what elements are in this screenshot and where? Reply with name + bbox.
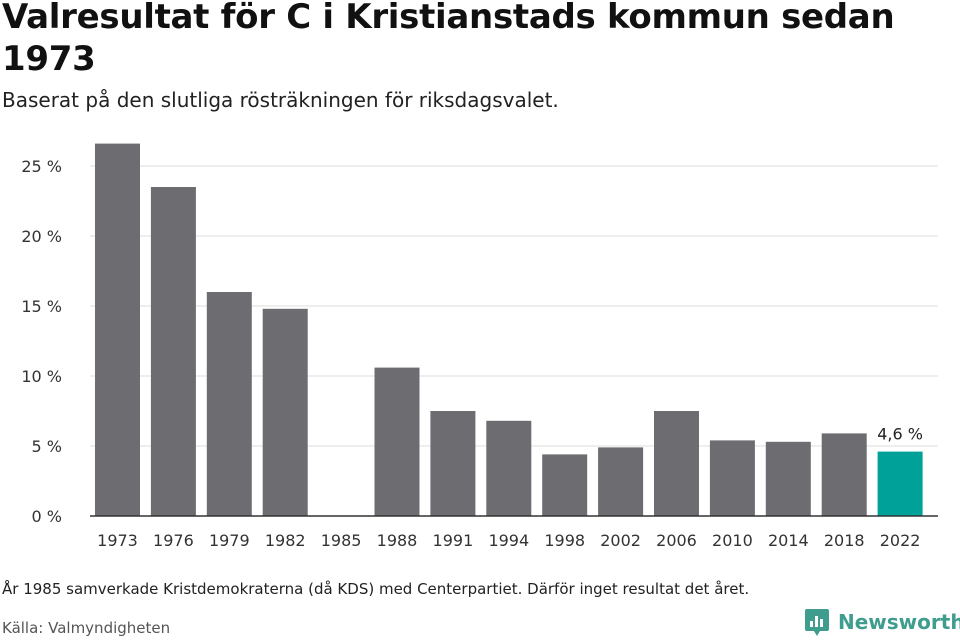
x-tick-label: 1998 — [544, 531, 585, 550]
brand-name: Newsworthy — [838, 610, 960, 634]
y-tick-label: 15 % — [21, 297, 62, 316]
bar — [262, 308, 308, 516]
data-label: 4,6 % — [877, 425, 923, 444]
bar — [821, 433, 867, 516]
x-tick-label: 1988 — [377, 531, 418, 550]
y-tick-label: 10 % — [21, 367, 62, 386]
x-tick-label: 1982 — [265, 531, 306, 550]
bar — [654, 411, 699, 516]
y-tick-label: 25 % — [21, 157, 62, 176]
bar — [486, 420, 532, 516]
x-tick-label: 1973 — [97, 531, 138, 550]
x-tick-label: 2022 — [880, 531, 921, 550]
bar — [374, 367, 420, 516]
bar — [150, 187, 196, 516]
chart-title: Valresultat för C i Kristianstads kommun… — [2, 0, 895, 79]
x-tick-label: 2018 — [824, 531, 865, 550]
y-tick-label: 0 % — [32, 507, 62, 526]
bar — [95, 143, 140, 516]
x-tick-label: 1991 — [433, 531, 474, 550]
bar — [877, 451, 923, 516]
bar-chart: 0 % 5 % 10 % 15 % 20 % 25 % 1973 1976 1979 1982 19… — [21, 143, 938, 550]
chart-note: År 1985 samverkade Kristdemokraterna (då… — [2, 580, 750, 598]
x-tick-label: 1979 — [209, 531, 250, 550]
x-tick-label: 2010 — [712, 531, 753, 550]
x-tick-label: 2014 — [768, 531, 809, 550]
bar — [206, 292, 252, 516]
bar — [765, 441, 811, 516]
x-tick-label: 2006 — [656, 531, 697, 550]
x-tick-label: 2002 — [600, 531, 641, 550]
bar — [430, 411, 476, 516]
bar — [709, 440, 755, 516]
newsworthy-logo-icon — [805, 609, 829, 636]
x-tick-label: 1976 — [153, 531, 194, 550]
x-tick-label: 1985 — [321, 531, 362, 550]
y-tick-label: 5 % — [32, 437, 62, 456]
brand-logo[interactable]: Newsworthy — [804, 607, 960, 637]
y-tick-label: 20 % — [21, 227, 62, 246]
bar — [598, 447, 644, 516]
source-label: Källa: Valmyndigheten — [2, 619, 171, 637]
x-tick-label: 1994 — [488, 531, 529, 550]
chart-subtitle: Baserat på den slutliga rösträkningen fö… — [2, 88, 559, 112]
bar — [542, 454, 588, 516]
